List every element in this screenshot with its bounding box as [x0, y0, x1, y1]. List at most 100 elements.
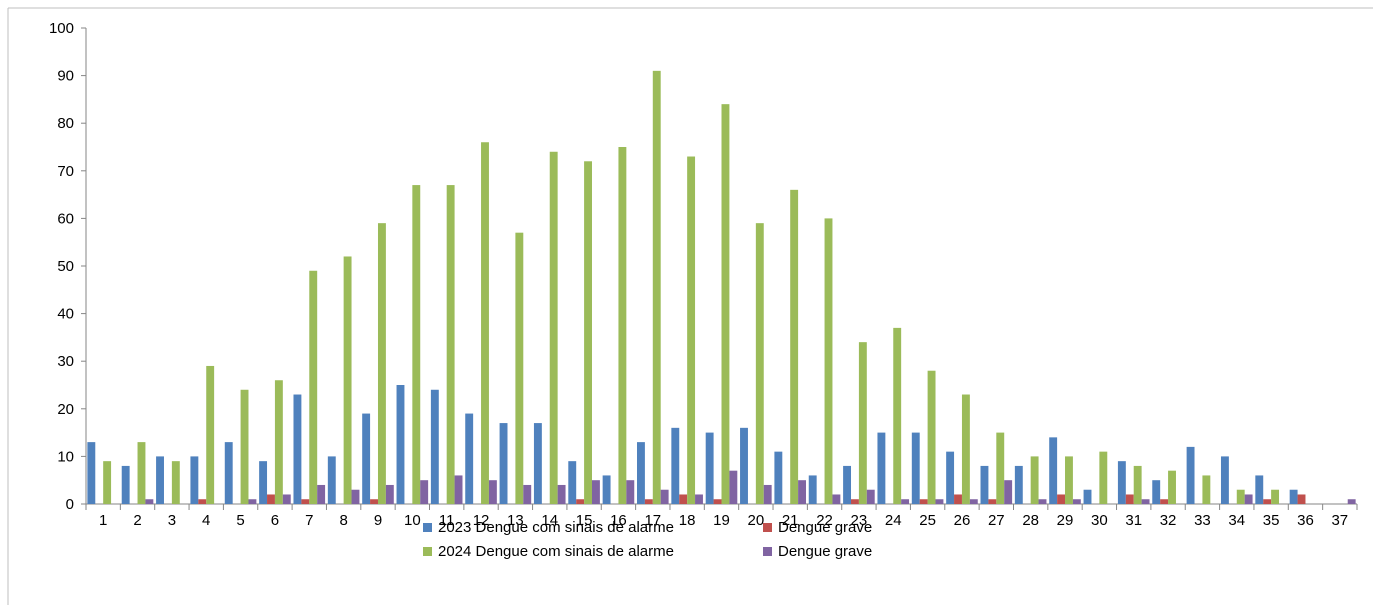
bar	[1236, 489, 1245, 504]
bar	[591, 480, 600, 504]
y-tick-label: 50	[57, 258, 74, 275]
bar	[866, 489, 875, 504]
bar	[1083, 489, 1092, 504]
bar	[988, 499, 997, 504]
bar	[1117, 461, 1126, 504]
bar	[660, 489, 669, 504]
x-tick-label: 13	[507, 512, 524, 529]
bar	[293, 394, 302, 504]
x-tick-label: 30	[1091, 512, 1108, 529]
bar	[1244, 494, 1253, 504]
bar	[602, 475, 611, 504]
bar	[568, 461, 577, 504]
x-tick-label: 2	[133, 512, 141, 529]
x-tick-label: 25	[919, 512, 936, 529]
bar	[713, 499, 722, 504]
legend-swatch	[763, 523, 772, 532]
x-tick-label: 4	[202, 512, 210, 529]
bar	[969, 499, 978, 504]
bar	[301, 499, 310, 504]
bar	[584, 161, 592, 504]
x-tick-label: 37	[1331, 512, 1348, 529]
bar	[362, 413, 371, 504]
bar	[465, 413, 474, 504]
bar	[927, 370, 936, 504]
x-tick-label: 31	[1125, 512, 1142, 529]
bar	[729, 470, 738, 504]
bar	[671, 427, 680, 504]
bar	[1297, 494, 1306, 504]
y-tick-label: 0	[66, 496, 74, 513]
x-tick-label: 22	[816, 512, 833, 529]
bar	[919, 499, 928, 504]
bar	[1220, 456, 1229, 504]
bar	[996, 432, 1005, 504]
x-tick-label: 18	[679, 512, 696, 529]
bar	[190, 456, 199, 504]
bar	[317, 484, 326, 504]
bar	[832, 494, 841, 504]
bar	[961, 394, 970, 504]
bar	[618, 147, 627, 504]
bar	[557, 484, 566, 504]
bar	[1004, 480, 1013, 504]
y-tick-label: 20	[57, 401, 74, 418]
x-tick-label: 5	[236, 512, 244, 529]
bar	[1099, 451, 1108, 504]
x-tick-label: 7	[305, 512, 313, 529]
bar	[420, 480, 429, 504]
x-tick-label: 16	[610, 512, 627, 529]
x-tick-label: 20	[748, 512, 765, 529]
x-tick-label: 36	[1297, 512, 1314, 529]
bar	[385, 484, 394, 504]
x-tick-label: 8	[339, 512, 347, 529]
y-tick-label: 10	[57, 448, 74, 465]
bar	[652, 70, 661, 504]
bar	[87, 442, 96, 504]
x-tick-label: 33	[1194, 512, 1211, 529]
x-tick-label: 26	[954, 512, 971, 529]
x-tick-label: 24	[885, 512, 902, 529]
x-tick-label: 32	[1160, 512, 1177, 529]
bar	[274, 380, 283, 504]
y-tick-label: 100	[49, 20, 74, 37]
x-tick-label: 11	[439, 512, 455, 529]
bar	[798, 480, 807, 504]
x-tick-label: 9	[374, 512, 382, 529]
bar	[248, 499, 257, 504]
y-tick-label: 90	[57, 68, 74, 85]
x-tick-label: 12	[473, 512, 490, 529]
x-tick-label: 19	[713, 512, 730, 529]
bars	[87, 70, 1356, 505]
bar	[267, 494, 275, 504]
legend-swatch	[423, 547, 432, 556]
bar	[705, 432, 714, 504]
bar	[121, 465, 130, 504]
bar	[488, 480, 497, 504]
bar	[446, 185, 455, 504]
bar	[549, 151, 558, 504]
bar	[721, 104, 730, 504]
bar	[533, 423, 542, 504]
bar	[901, 499, 910, 504]
bar	[911, 432, 920, 504]
x-tick-label: 28	[1022, 512, 1039, 529]
x-tick-label: 23	[851, 512, 868, 529]
bar	[1030, 456, 1039, 504]
bar	[515, 232, 524, 504]
y-axis: 0 10 20 30 40 50 60 70 80 90 100	[49, 20, 87, 513]
bar	[156, 456, 164, 504]
y-tick-label: 40	[57, 306, 74, 323]
x-tick-label: 34	[1228, 512, 1245, 529]
legend: 2023 Dengue com sinais de alarme Dengue g…	[423, 519, 872, 560]
legend-swatch	[763, 547, 772, 556]
bar	[740, 427, 748, 504]
bar	[137, 442, 146, 504]
x-tick-label: 21	[782, 512, 799, 529]
bar	[1133, 465, 1142, 504]
bar	[1255, 475, 1264, 504]
bar	[687, 156, 696, 504]
bar	[626, 480, 635, 504]
